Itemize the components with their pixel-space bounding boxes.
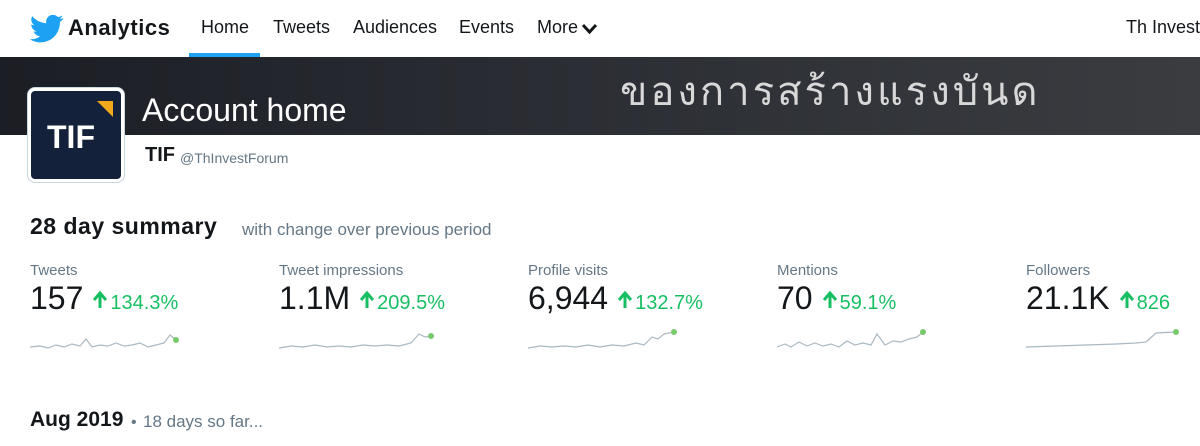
summary-subtitle: with change over previous period [242,220,492,239]
page-title: Account home [142,92,347,128]
stat-label: Followers [1026,262,1091,279]
stat-change: 209.5% [377,292,445,314]
stat-change: 132.7% [635,292,703,314]
stat-value: 6,944 [528,280,609,316]
twitter-logo [30,14,64,43]
stat-change: 134.3% [110,292,179,314]
banner-text: ของการสร้างแรงบันด [620,69,1041,115]
profile-avatar: TIF [28,88,124,182]
up-arrow [617,291,633,308]
nav-events[interactable]: Events [459,17,515,37]
account-name: TIF [145,144,175,166]
stat-label: Mentions [777,262,838,279]
stat-row: 6,944 132.7% [528,280,703,317]
up-arrow [822,291,837,308]
avatar-accent [97,101,113,117]
account-menu[interactable]: Th Invest [1126,17,1200,37]
period-note: 18 days so far... [143,412,264,431]
sparkline-impressions [279,333,434,349]
stat-value: 1.1M [279,280,351,316]
nav-home[interactable]: Home [201,17,250,37]
stat-value: 157 [30,280,84,316]
stat-label: Tweet impressions [279,262,404,279]
nav-more[interactable]: More [537,17,579,37]
nav-audiences[interactable]: Audiences [353,17,438,37]
stat-row: 157 134.3% [30,280,178,317]
period-month: Aug 2019 [30,408,124,431]
sparkline-profile-visits [528,329,677,349]
nav-tweets[interactable]: Tweets [273,17,331,37]
profile-banner: ของการสร้างแรงบันด [0,57,1200,135]
more-chevron[interactable] [581,23,598,35]
stat-change: 826 [1136,292,1170,314]
stat-change: 59.1% [839,292,897,314]
sparkline-tweets [30,334,179,349]
stat-value: 70 [777,280,813,316]
stat-row: 1.1M 209.5% [279,280,445,317]
stat-label: Tweets [30,262,78,279]
nav-active-indicator [189,53,260,57]
sparkline-mentions [777,329,926,348]
sparkline-followers [1026,329,1179,348]
up-arrow [93,291,108,308]
brand[interactable]: Analytics [68,15,171,40]
up-arrow [1119,291,1134,308]
stat-value: 21.1K [1026,280,1110,316]
account-handle: @ThInvestForum [180,150,289,166]
avatar-text: TIF [47,119,95,155]
period-separator: • [131,414,137,431]
up-arrow [360,291,375,308]
stat-row: 70 59.1% [777,280,896,317]
stat-row: 21.1K 826 [1026,280,1170,317]
summary-title: 28 day summary [30,213,218,239]
stat-label: Profile visits [528,262,609,279]
